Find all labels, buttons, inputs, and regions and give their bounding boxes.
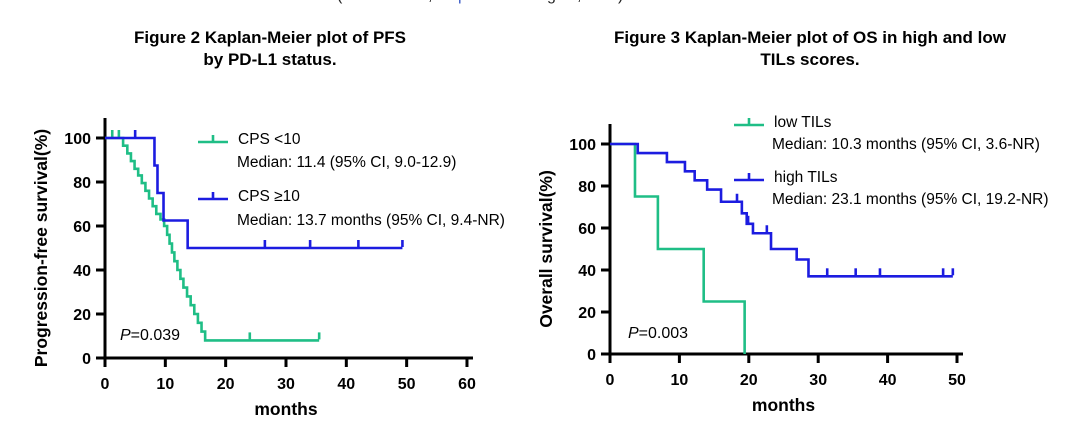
x-tick-label: 10 bbox=[156, 376, 174, 393]
x-tick-label: 20 bbox=[740, 372, 758, 389]
km-curve-series-1 bbox=[610, 142, 953, 278]
legend-label: CPS ≥10 bbox=[238, 188, 300, 205]
y-axis-label: Overall survival(%) bbox=[536, 170, 556, 328]
x-axis-label: months bbox=[752, 395, 815, 415]
legend-median-high-tils: Median: 23.1 months (95% CI, 19.2-NR) bbox=[772, 191, 1049, 208]
km-curve-series-0 bbox=[610, 142, 746, 354]
km-line-symbol bbox=[198, 192, 228, 201]
legend-label: low TILs bbox=[774, 114, 832, 131]
y-tick-label: 100 bbox=[64, 131, 91, 148]
km-line-symbol bbox=[734, 173, 764, 182]
legend-label: CPS <10 bbox=[238, 131, 301, 148]
x-axis-label: months bbox=[254, 399, 317, 419]
y-tick-label: 20 bbox=[73, 307, 91, 324]
figure2-title: Figure 2 Kaplan-Meier plot of PFS by PD-… bbox=[60, 27, 480, 71]
y-tick-label: 40 bbox=[73, 263, 91, 280]
pvalue-pfs: P=0.039 bbox=[120, 327, 180, 345]
pvalue-symbol: P bbox=[120, 327, 131, 344]
clipped-text-fragment: g bbox=[547, 0, 556, 5]
pvalue-number: =0.039 bbox=[130, 327, 181, 344]
figure2-title-line1: Figure 2 Kaplan-Meier plot of PFS bbox=[133, 28, 407, 47]
figure3-title-line2: TILs scores. bbox=[760, 50, 860, 69]
pvalue-os: P=0.003 bbox=[628, 325, 688, 343]
km-line-symbol bbox=[734, 118, 764, 127]
x-tick-label: 60 bbox=[458, 376, 476, 393]
clipped-text-fragment: , bbox=[428, 0, 432, 5]
legend-median-cps-ge10: Median: 13.7 months (95% CI, 9.4-NR) bbox=[237, 212, 505, 229]
y-axis-label: Progression-free survival(%) bbox=[31, 129, 51, 367]
km-curve-series-1 bbox=[105, 136, 403, 250]
x-tick-label: 30 bbox=[809, 372, 827, 389]
x-tick-label: 10 bbox=[671, 372, 689, 389]
legend-cps-ge10: CPS ≥10 bbox=[197, 188, 300, 206]
legend-median-cps-lt10: Median: 11.4 (95% CI, 9.0-12.9) bbox=[237, 154, 457, 171]
km-line-symbol bbox=[198, 135, 228, 144]
km-curve-series-0 bbox=[105, 136, 320, 342]
x-tick-label: 20 bbox=[217, 376, 235, 393]
x-tick-label: 30 bbox=[277, 376, 295, 393]
clipped-text-fragment: ( bbox=[337, 0, 342, 5]
y-tick-label: 0 bbox=[587, 347, 596, 364]
clipped-text-strip: (, p g,) bbox=[0, 0, 1080, 6]
figure3-title: Figure 3 Kaplan-Meier plot of OS in high… bbox=[560, 27, 1060, 71]
x-tick-label: 0 bbox=[606, 372, 615, 389]
x-tick-label: 50 bbox=[948, 372, 966, 389]
pvalue-symbol: P bbox=[628, 325, 639, 342]
clipped-text-fragment: , bbox=[577, 0, 581, 5]
x-tick-label: 40 bbox=[879, 372, 897, 389]
y-tick-label: 40 bbox=[578, 263, 596, 280]
y-tick-label: 80 bbox=[73, 175, 91, 192]
y-tick-label: 20 bbox=[578, 305, 596, 322]
km-plot-0: 0 10 20 30 40 50 60 0 20 40 60 80 100 months Progressi… bbox=[31, 118, 476, 419]
y-tick-label: 60 bbox=[578, 221, 596, 238]
clipped-text-fragment: ) bbox=[618, 0, 623, 5]
km-plot-1: 0 10 20 30 40 50 0 20 40 60 80 100 months Overall sur… bbox=[536, 124, 966, 415]
pvalue-number: =0.003 bbox=[638, 325, 689, 342]
legend-cps-lt10: CPS <10 bbox=[197, 131, 300, 149]
y-tick-label: 0 bbox=[82, 351, 91, 368]
legend-label: high TILs bbox=[774, 169, 838, 186]
y-tick-label: 100 bbox=[569, 137, 596, 154]
y-tick-label: 80 bbox=[578, 179, 596, 196]
legend-low-tils: low TILs bbox=[733, 114, 831, 132]
x-tick-label: 50 bbox=[398, 376, 416, 393]
x-tick-label: 0 bbox=[101, 376, 110, 393]
figure3-title-line1: Figure 3 Kaplan-Meier plot of OS in high… bbox=[614, 28, 1006, 47]
x-tick-label: 40 bbox=[337, 376, 355, 393]
figure2-title-line2: by PD-L1 status. bbox=[203, 50, 337, 69]
legend-high-tils: high TILs bbox=[733, 169, 837, 187]
y-tick-label: 60 bbox=[73, 219, 91, 236]
legend-median-low-tils: Median: 10.3 months (95% CI, 3.6-NR) bbox=[772, 136, 1040, 153]
clipped-text-fragment: p bbox=[458, 0, 467, 5]
